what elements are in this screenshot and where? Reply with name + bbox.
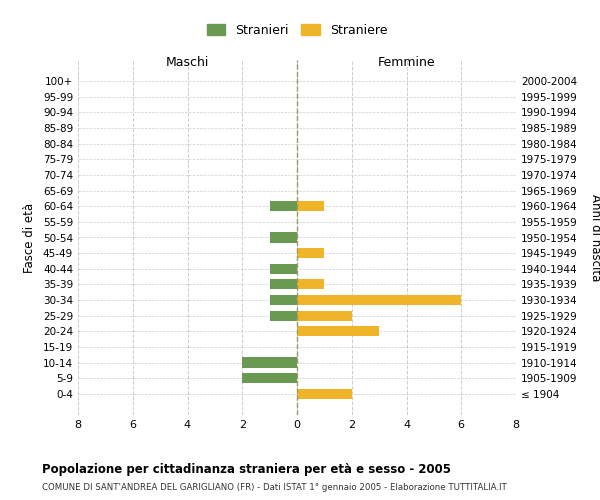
Text: Maschi: Maschi — [166, 56, 209, 68]
Bar — [297, 310, 352, 320]
Text: COMUNE DI SANT'ANDREA DEL GARIGLIANO (FR) - Dati ISTAT 1° gennaio 2005 - Elabora: COMUNE DI SANT'ANDREA DEL GARIGLIANO (FR… — [42, 484, 507, 492]
Bar — [297, 295, 461, 305]
Bar — [269, 280, 297, 289]
Bar — [269, 264, 297, 274]
Y-axis label: Fasce di età: Fasce di età — [23, 202, 36, 272]
Legend: Stranieri, Straniere: Stranieri, Straniere — [203, 20, 391, 40]
Bar — [297, 248, 325, 258]
Bar — [242, 358, 297, 368]
Bar — [269, 295, 297, 305]
Text: Femmine: Femmine — [377, 56, 436, 68]
Bar — [297, 388, 352, 399]
Bar — [297, 326, 379, 336]
Bar — [242, 373, 297, 383]
Bar — [269, 232, 297, 242]
Bar — [269, 310, 297, 320]
Bar — [297, 201, 325, 211]
Bar — [269, 201, 297, 211]
Bar — [297, 280, 325, 289]
Y-axis label: Anni di nascita: Anni di nascita — [589, 194, 600, 281]
Text: Popolazione per cittadinanza straniera per età e sesso - 2005: Popolazione per cittadinanza straniera p… — [42, 462, 451, 475]
